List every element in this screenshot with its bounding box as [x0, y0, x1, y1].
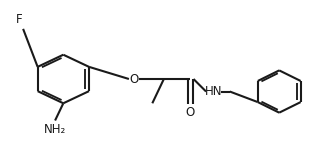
Text: NH₂: NH₂ — [44, 123, 66, 136]
Text: O: O — [129, 73, 139, 85]
Text: O: O — [186, 106, 195, 119]
Text: HN: HN — [205, 85, 222, 98]
Text: F: F — [16, 13, 22, 26]
